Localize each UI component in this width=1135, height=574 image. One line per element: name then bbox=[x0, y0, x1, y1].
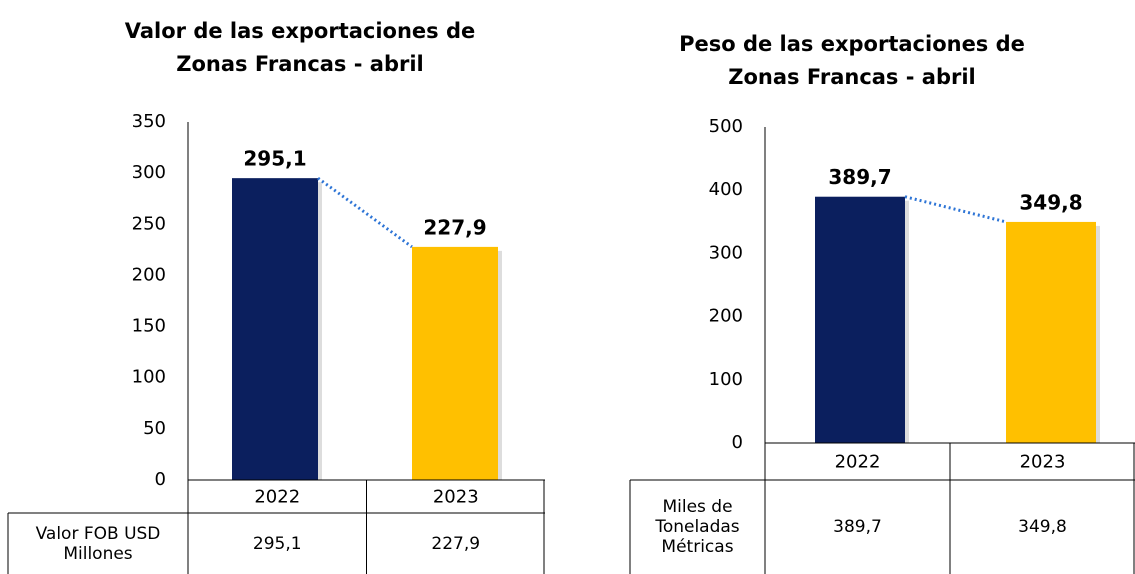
x-tick-label: 2023 bbox=[1020, 452, 1066, 473]
y-tick-label: 350 bbox=[132, 111, 166, 132]
y-tick-label: 100 bbox=[709, 369, 743, 390]
y-tick-label: 300 bbox=[709, 242, 743, 263]
bar bbox=[412, 246, 498, 480]
y-tick-label: 0 bbox=[732, 432, 743, 453]
y-tick-label: 100 bbox=[132, 367, 166, 388]
table-row-label: Valor FOB USD Millones bbox=[35, 523, 161, 564]
data-label: 349,8 bbox=[1019, 190, 1082, 214]
chart-title: Peso de las exportaciones de Zonas Franca… bbox=[679, 32, 1025, 89]
y-tick-label: 400 bbox=[709, 179, 743, 200]
trend-line bbox=[317, 176, 413, 249]
bar bbox=[1006, 221, 1096, 443]
y-tick-label: 200 bbox=[709, 306, 743, 327]
y-tick-label: 0 bbox=[155, 469, 166, 490]
bar bbox=[815, 196, 905, 443]
chart-title-line: Peso de las exportaciones de bbox=[679, 32, 1025, 56]
table-value-box: 227,9 bbox=[431, 533, 481, 554]
table-value: 295,1 bbox=[252, 533, 302, 554]
trend-line bbox=[904, 195, 1007, 224]
table-value: 349,8 bbox=[1018, 517, 1067, 537]
x-tick-label: 2022 bbox=[835, 452, 881, 473]
bar bbox=[232, 178, 318, 481]
table-value-box: 295,1 bbox=[252, 533, 302, 554]
data-label: 389,7 bbox=[828, 165, 891, 189]
data-label: 295,1 bbox=[243, 147, 306, 171]
table-value: 227,9 bbox=[431, 533, 481, 554]
table-value-box: 349,8 bbox=[1018, 517, 1067, 537]
table-row-label: Miles de Toneladas Métricas bbox=[655, 497, 740, 557]
chart-title-line: Zonas Francas - abril bbox=[728, 65, 975, 89]
y-tick-label: 250 bbox=[132, 213, 166, 234]
data-label: 227,9 bbox=[423, 215, 486, 239]
x-tick-label: 2023 bbox=[433, 487, 479, 508]
table-value-box: 389,7 bbox=[833, 517, 882, 537]
y-tick-label: 200 bbox=[132, 264, 166, 285]
chart-title-line: Valor de las exportaciones de bbox=[125, 19, 476, 43]
table-row-label-box: Miles de Toneladas Métricas bbox=[655, 497, 740, 557]
table-row-label-box: Valor FOB USD Millones bbox=[35, 523, 161, 564]
chart-title: Valor de las exportaciones de Zonas Franc… bbox=[125, 19, 476, 76]
table-value: 389,7 bbox=[833, 517, 882, 537]
y-tick-label: 300 bbox=[132, 162, 166, 183]
x-tick-label: 2022 bbox=[254, 487, 300, 508]
chart-title-line: Zonas Francas - abril bbox=[176, 52, 423, 76]
y-tick-label: 500 bbox=[709, 116, 743, 137]
y-tick-label: 50 bbox=[143, 418, 166, 439]
y-tick-label: 150 bbox=[132, 316, 166, 337]
